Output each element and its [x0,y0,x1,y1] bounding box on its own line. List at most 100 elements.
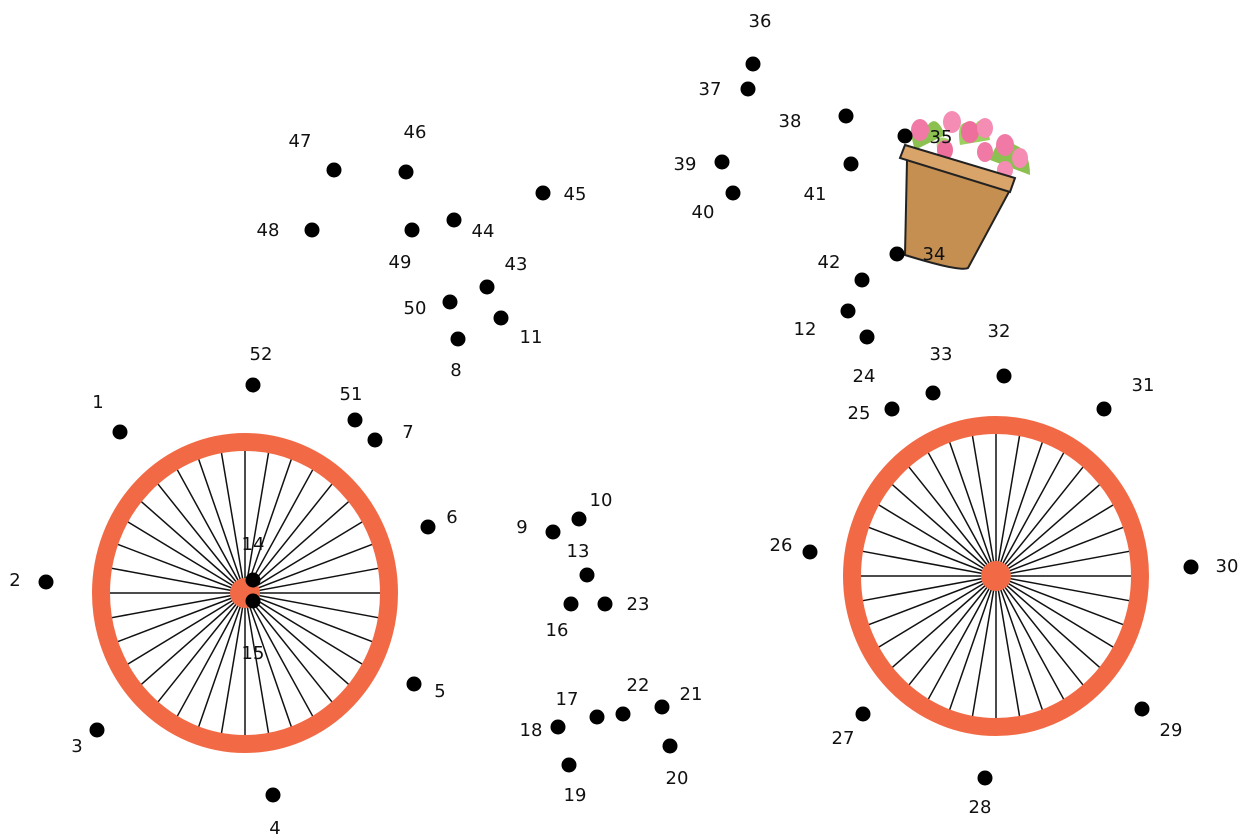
dot[interactable] [740,81,756,97]
spoke [244,567,382,594]
dot-group: 48 [257,220,320,241]
pot-rim [898,143,1017,194]
dot[interactable] [450,331,466,347]
dot[interactable] [563,596,579,612]
dot[interactable] [897,128,913,144]
dot[interactable] [265,787,281,803]
dot-number: 49 [389,252,412,273]
dot[interactable] [347,412,363,428]
dot[interactable] [925,385,941,401]
dot[interactable] [245,593,261,609]
spoke [115,592,246,644]
dot[interactable] [977,770,993,786]
dot-number: 31 [1132,375,1155,396]
spoke [926,575,997,702]
dot-group: 50 [404,294,458,319]
spoke [926,450,997,577]
dot[interactable] [446,212,462,228]
spoke [244,592,375,644]
dot-number: 41 [804,184,827,205]
dot[interactable] [662,738,678,754]
dot-group: 46 [398,122,426,180]
dot-group: 38 [779,108,854,132]
dot[interactable] [404,222,420,238]
dot-number: 38 [779,111,802,132]
dot[interactable] [714,154,730,170]
spoke [244,592,293,730]
dot[interactable] [571,511,587,527]
dot[interactable] [493,310,509,326]
dot[interactable] [304,222,320,238]
dot[interactable] [854,272,870,288]
dot[interactable] [442,294,458,310]
dot[interactable] [859,329,875,345]
dot[interactable] [589,709,605,725]
dot[interactable] [843,156,859,172]
dot-group: 25 [848,401,900,424]
hub [981,561,1011,591]
spoke [175,592,246,719]
spoke [197,592,246,730]
dot[interactable] [745,56,761,72]
dot[interactable] [654,699,670,715]
dot[interactable] [38,574,54,590]
dot[interactable] [112,424,128,440]
dot-group: 44 [446,212,494,242]
pot-body [903,158,1012,270]
dot[interactable] [420,519,436,535]
dot[interactable] [802,544,818,560]
dot[interactable] [479,279,495,295]
dot[interactable] [855,706,871,722]
dot[interactable] [840,303,856,319]
dot[interactable] [838,108,854,124]
dot[interactable] [550,719,566,735]
flower-pot [898,111,1030,270]
spoke [155,481,246,594]
spoke [244,592,365,667]
spoke [244,592,270,736]
dot-group: 51 [340,384,363,428]
dot[interactable] [996,368,1012,384]
spoke [155,592,246,705]
dot-number: 13 [567,541,590,562]
dot[interactable] [1183,559,1199,575]
dot[interactable] [545,524,561,540]
dot-group: 19 [561,757,587,806]
dot[interactable] [725,185,741,201]
dot[interactable] [561,757,577,773]
spoke [244,467,315,594]
dot[interactable] [1134,701,1150,717]
dot[interactable] [889,246,905,262]
dot-group: 42 [818,252,870,288]
dot[interactable] [245,377,261,393]
spoke [220,450,246,594]
dot-group: 24 [853,329,876,387]
tire [843,416,1149,736]
spoke [995,575,1044,713]
dot-number: 28 [969,797,992,818]
dot-group: 30 [1183,556,1238,577]
dot-number: 24 [853,366,876,387]
dot[interactable] [615,706,631,722]
dot[interactable] [367,432,383,448]
dot-number: 33 [930,344,953,365]
dot[interactable] [245,572,261,588]
dot[interactable] [398,164,414,180]
dot-number: 50 [404,298,427,319]
dot-number: 19 [564,785,587,806]
dot-number: 47 [289,131,312,152]
wheel [92,433,398,753]
spoke [244,592,382,619]
dot[interactable] [326,162,342,178]
dot[interactable] [884,401,900,417]
dot[interactable] [535,185,551,201]
dot-group: 23 [597,594,649,615]
dot-number: 1 [92,392,103,413]
dot-number: 40 [692,202,715,223]
dot[interactable] [89,722,105,738]
spoke [866,575,997,627]
dot[interactable] [406,676,422,692]
dot[interactable] [597,596,613,612]
dot[interactable] [1096,401,1112,417]
dot[interactable] [579,567,595,583]
